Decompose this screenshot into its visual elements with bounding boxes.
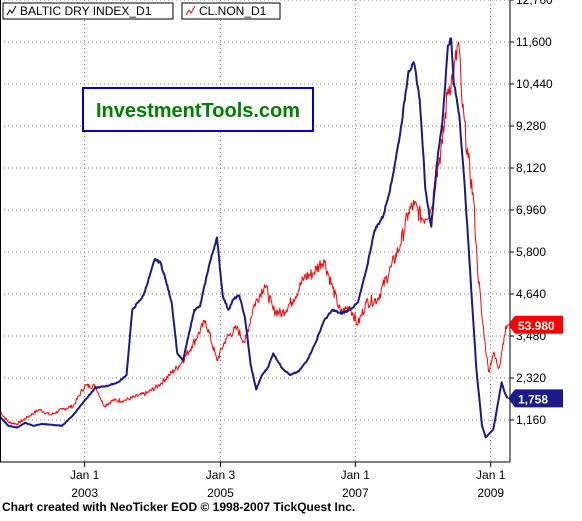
x-tick-year: 2003 <box>71 486 98 500</box>
legend-line-icon <box>6 5 17 16</box>
legend-item-bdi[interactable]: BALTIC DRY INDEX_D1 <box>2 2 174 20</box>
x-tick-label: Jan 1 <box>476 468 506 482</box>
plot-area <box>0 0 510 462</box>
y-tick-label: 11,600 <box>516 35 552 49</box>
last-value-labels: 1,758 53.980 <box>508 315 563 408</box>
x-tick-year: 2005 <box>207 486 234 500</box>
y-tick-label: 1,160 <box>516 413 546 427</box>
last-value-bdi: 1,758 <box>508 389 563 408</box>
x-tick-label: Jan 3 <box>206 468 236 482</box>
watermark: InvestmentTools.com <box>82 87 314 132</box>
legend-line-icon <box>185 5 196 16</box>
watermark-text: InvestmentTools.com <box>96 100 300 122</box>
legend: BALTIC DRY INDEX_D1 CL.NON_D1 <box>2 2 281 20</box>
y-tick-label: 4,640 <box>516 287 546 301</box>
last-value-cl: 53.980 <box>508 315 563 334</box>
y-tick-label: 8,120 <box>516 161 546 175</box>
x-tick-label: Jan 1 <box>341 468 371 482</box>
series-line-cl <box>0 41 508 426</box>
legend-label-cl: CL.NON_D1 <box>199 4 267 18</box>
last-value-text: 53.980 <box>518 319 555 333</box>
legend-label-bdi: BALTIC DRY INDEX_D1 <box>20 4 152 18</box>
x-tick-label: Jan 1 <box>70 468 100 482</box>
y-axis: 1,1602,3203,4804,6405,8006,9608,1209,280… <box>510 0 553 427</box>
footer-credit: Chart created with NeoTicker EOD © 1998-… <box>2 500 356 514</box>
x-tick-year: 2007 <box>342 486 369 500</box>
last-value-text: 1,758 <box>518 392 548 406</box>
series-line-bdi <box>0 37 509 439</box>
y-tick-label: 2,320 <box>516 371 546 385</box>
x-axis: Jan 1 2003 Jan 3 2005 Jan 1 2007 Jan 1 2009 <box>70 462 506 500</box>
legend-item-cl[interactable]: CL.NON_D1 <box>181 2 281 20</box>
y-tick-label: 9,280 <box>516 119 546 133</box>
y-tick-label: 12,760 <box>516 0 553 7</box>
y-tick-label: 6,960 <box>516 203 546 217</box>
y-tick-label: 10,440 <box>516 77 553 91</box>
series-layer <box>0 37 509 439</box>
y-tick-label: 5,800 <box>516 245 546 259</box>
x-tick-year: 2009 <box>477 486 504 500</box>
